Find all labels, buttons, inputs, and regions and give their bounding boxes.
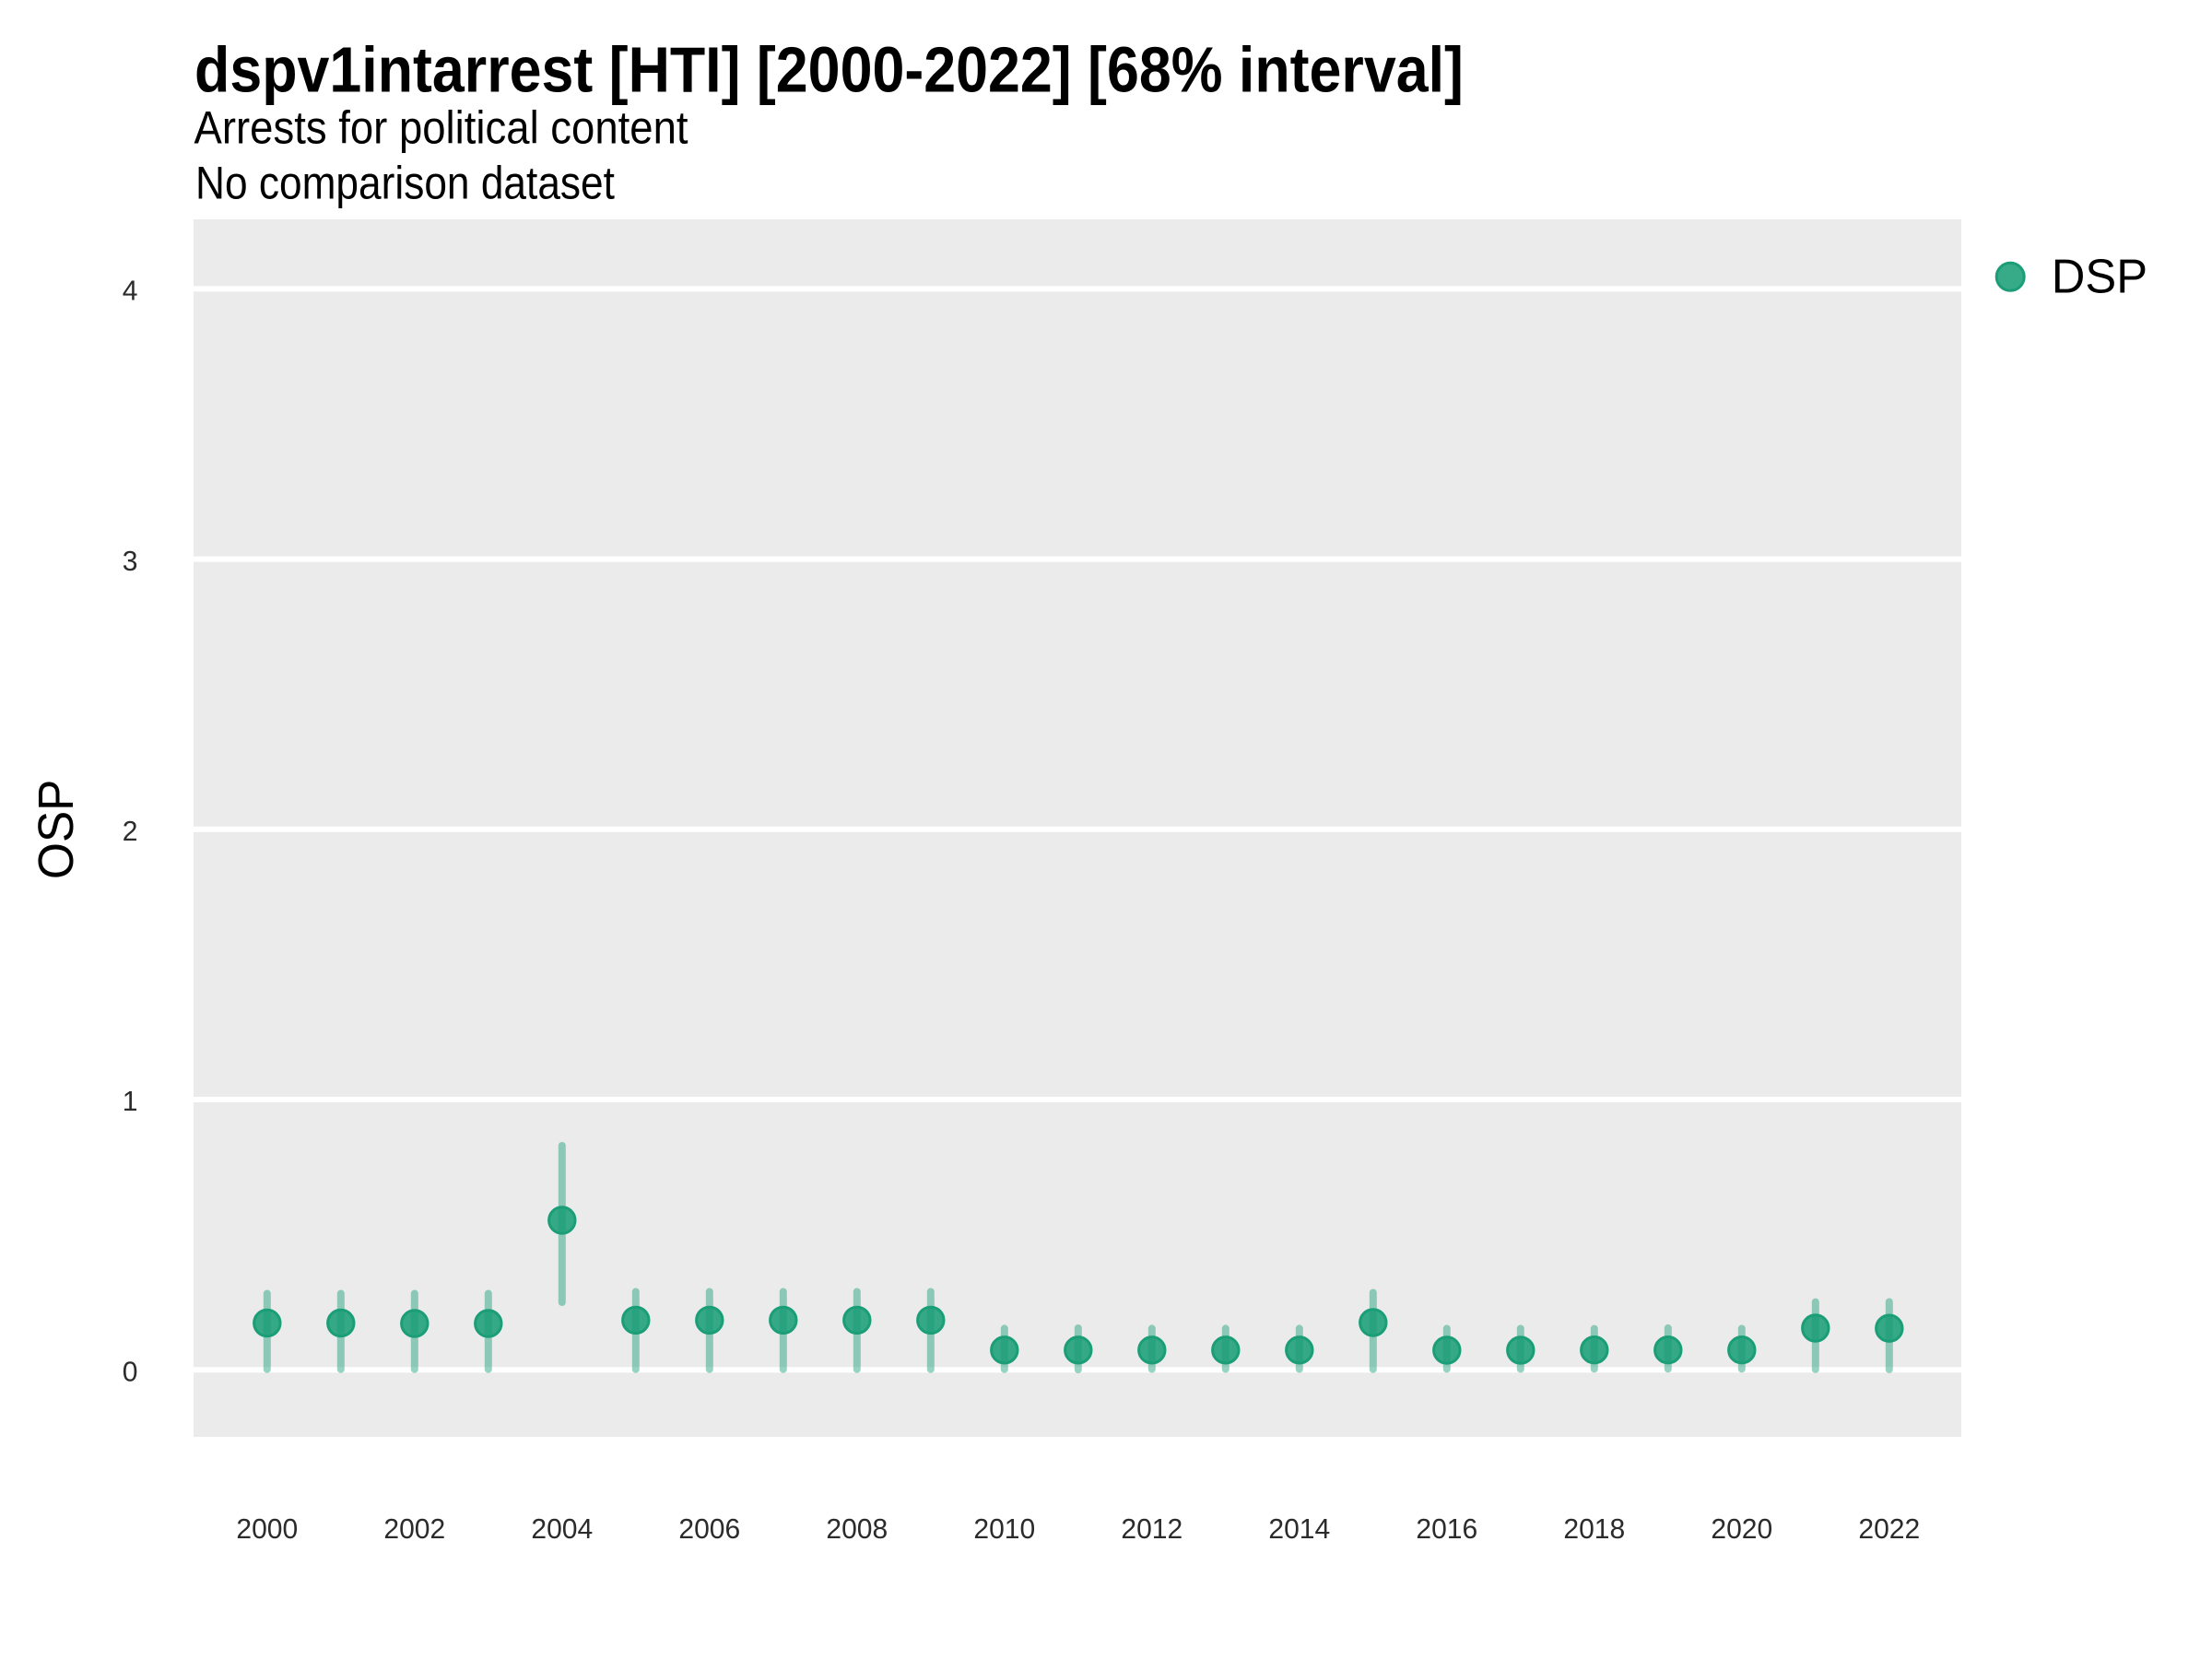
svg-text:2014: 2014 xyxy=(1268,1513,1330,1546)
svg-text:2010: 2010 xyxy=(973,1513,1035,1546)
svg-text:2020: 2020 xyxy=(1711,1513,1772,1546)
svg-text:2018: 2018 xyxy=(1563,1513,1625,1546)
svg-text:2002: 2002 xyxy=(383,1513,445,1546)
svg-text:2016: 2016 xyxy=(1416,1513,1477,1546)
svg-text:2008: 2008 xyxy=(826,1513,888,1546)
svg-text:3: 3 xyxy=(123,545,138,577)
svg-text:2004: 2004 xyxy=(531,1513,593,1546)
svg-text:4: 4 xyxy=(123,275,138,307)
svg-text:2: 2 xyxy=(123,816,138,848)
svg-text:2022: 2022 xyxy=(1858,1513,1920,1546)
svg-text:2000: 2000 xyxy=(236,1513,298,1546)
svg-text:DSP: DSP xyxy=(2052,250,2147,303)
svg-text:Arrests for political content: Arrests for political content xyxy=(194,103,688,154)
svg-text:dspv1intarrest [HTI] [2000-202: dspv1intarrest [HTI] [2000-2022] [68% in… xyxy=(194,34,1464,106)
svg-text:OSP: OSP xyxy=(29,780,84,879)
svg-text:1: 1 xyxy=(123,1086,138,1118)
svg-text:2006: 2006 xyxy=(678,1513,740,1546)
svg-text:2012: 2012 xyxy=(1121,1513,1182,1546)
svg-text:0: 0 xyxy=(123,1356,138,1388)
svg-text:No comparison dataset: No comparison dataset xyxy=(195,158,615,209)
